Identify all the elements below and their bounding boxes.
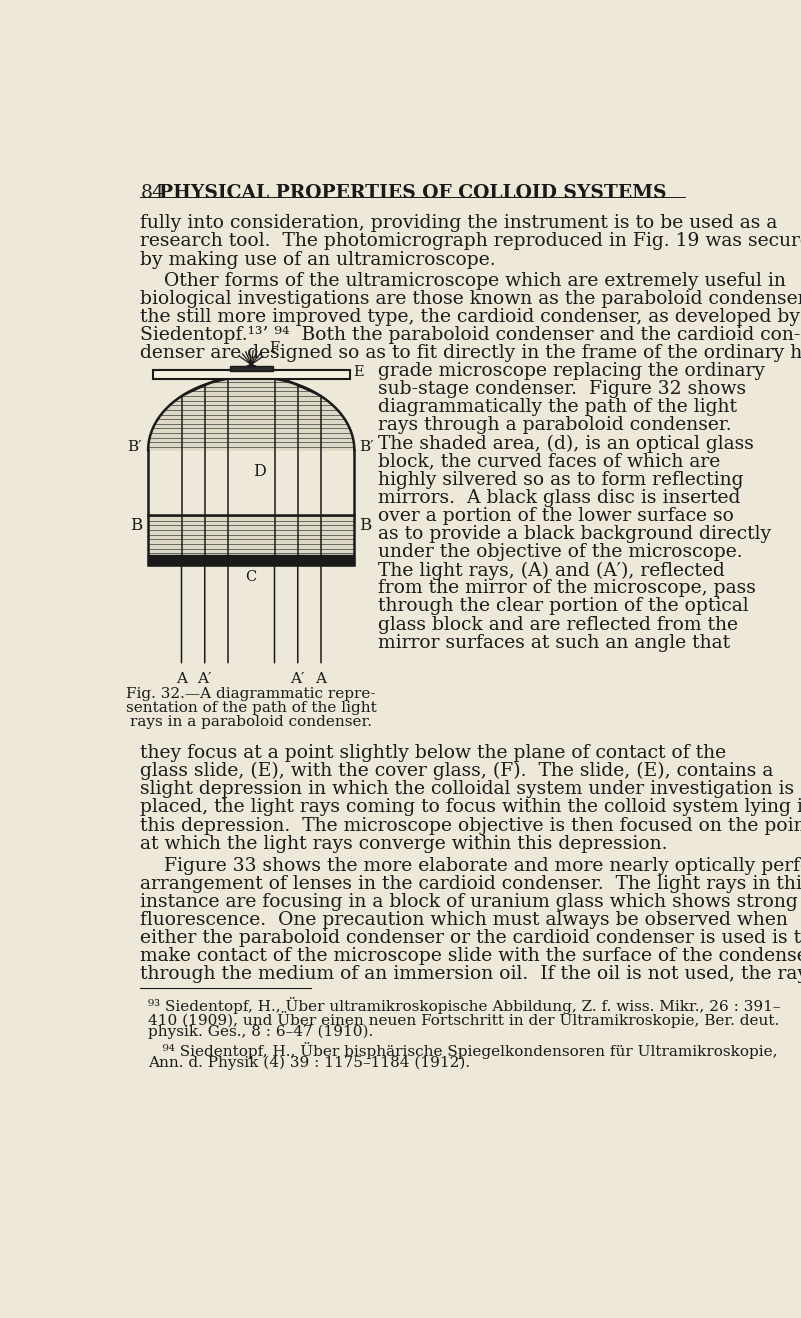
Text: over a portion of the lower surface so: over a portion of the lower surface so — [377, 507, 734, 525]
Text: either the paraboloid condenser or the cardioid condenser is used is to: either the paraboloid condenser or the c… — [140, 929, 801, 946]
Text: E: E — [352, 365, 364, 380]
Text: 410 (1909), und Über einen neuen Fortschritt in der Ultramikroskopie, Ber. deut.: 410 (1909), und Über einen neuen Fortsch… — [148, 1011, 779, 1028]
Text: Ann. d. Physik (4) 39 : 1175–1184 (1912).: Ann. d. Physik (4) 39 : 1175–1184 (1912)… — [148, 1056, 470, 1070]
Text: grade microscope replacing the ordinary: grade microscope replacing the ordinary — [377, 362, 765, 380]
Text: placed, the light rays coming to focus within the colloid system lying in: placed, the light rays coming to focus w… — [140, 799, 801, 816]
Text: rays in a paraboloid condenser.: rays in a paraboloid condenser. — [131, 714, 372, 729]
Text: ⁹⁴ Siedentopf, H., Über bisphärische Spiegelkondensoren für Ultramikroskopie,: ⁹⁴ Siedentopf, H., Über bisphärische Spi… — [148, 1041, 778, 1058]
Text: B′: B′ — [127, 440, 142, 453]
Text: A′: A′ — [291, 672, 305, 685]
Text: block, the curved faces of which are: block, the curved faces of which are — [377, 452, 720, 471]
Bar — [148, 515, 354, 565]
Bar — [148, 555, 354, 565]
Text: ⁹³ Siedentopf, H., Über ultramikroskopische Abbildung, Z. f. wiss. Mikr., 26 : 3: ⁹³ Siedentopf, H., Über ultramikroskopis… — [148, 998, 781, 1014]
Text: C: C — [246, 571, 257, 584]
Text: through the medium of an immersion oil.  If the oil is not used, the rays: through the medium of an immersion oil. … — [140, 965, 801, 983]
Text: PHYSICAL PROPERTIES OF COLLOID SYSTEMS: PHYSICAL PROPERTIES OF COLLOID SYSTEMS — [159, 183, 666, 202]
Text: diagrammatically the path of the light: diagrammatically the path of the light — [377, 398, 737, 416]
Text: mirrors.  A black glass disc is inserted: mirrors. A black glass disc is inserted — [377, 489, 740, 507]
Text: this depression.  The microscope objective is then focused on the point: this depression. The microscope objectiv… — [140, 817, 801, 834]
Text: B: B — [359, 517, 371, 534]
Text: denser are designed so as to fit directly in the frame of the ordinary high-: denser are designed so as to fit directl… — [140, 344, 801, 362]
Text: A′: A′ — [198, 672, 212, 685]
Text: F: F — [269, 341, 280, 356]
Bar — [153, 370, 350, 380]
Text: research tool.  The photomicrograph reproduced in Fig. 19 was secured: research tool. The photomicrograph repro… — [140, 232, 801, 250]
Text: the still more improved type, the cardioid condenser, as developed by: the still more improved type, the cardio… — [140, 308, 800, 326]
Text: A: A — [316, 672, 327, 685]
Bar — [230, 366, 272, 372]
Text: fluorescence.  One precaution which must always be observed when: fluorescence. One precaution which must … — [140, 911, 788, 929]
Text: they focus at a point slightly below the plane of contact of the: they focus at a point slightly below the… — [140, 745, 727, 762]
Text: 84: 84 — [140, 183, 164, 202]
Text: instance are focusing in a block of uranium glass which shows strong: instance are focusing in a block of uran… — [140, 892, 798, 911]
Text: as to provide a black background directly: as to provide a black background directl… — [377, 525, 771, 543]
Text: highly silvered so as to form reflecting: highly silvered so as to form reflecting — [377, 471, 743, 489]
Text: sentation of the path of the light: sentation of the path of the light — [126, 701, 376, 714]
Text: by making use of an ultramicroscope.: by making use of an ultramicroscope. — [140, 250, 496, 269]
Text: physik. Ges., 8 : 6–47 (1910).: physik. Ges., 8 : 6–47 (1910). — [148, 1025, 373, 1039]
Text: Other forms of the ultramicroscope which are extremely useful in: Other forms of the ultramicroscope which… — [140, 272, 787, 290]
Text: through the clear portion of the optical: through the clear portion of the optical — [377, 597, 748, 616]
Text: arrangement of lenses in the cardioid condenser.  The light rays in this: arrangement of lenses in the cardioid co… — [140, 875, 801, 892]
Text: make contact of the microscope slide with the surface of the condenser: make contact of the microscope slide wit… — [140, 948, 801, 965]
Text: Siedentopf.¹³’ ⁹⁴  Both the paraboloid condenser and the cardioid con-: Siedentopf.¹³’ ⁹⁴ Both the paraboloid co… — [140, 326, 801, 344]
Text: from the mirror of the microscope, pass: from the mirror of the microscope, pass — [377, 580, 755, 597]
Text: rays through a paraboloid condenser.: rays through a paraboloid condenser. — [377, 416, 731, 435]
Text: slight depression in which the colloidal system under investigation is: slight depression in which the colloidal… — [140, 780, 795, 799]
Text: Figure 33 shows the more elaborate and more nearly optically perfect: Figure 33 shows the more elaborate and m… — [140, 857, 801, 875]
Text: glass block and are reflected from the: glass block and are reflected from the — [377, 616, 738, 634]
Text: biological investigations are those known as the paraboloid condenser or: biological investigations are those know… — [140, 290, 801, 308]
Text: at which the light rays converge within this depression.: at which the light rays converge within … — [140, 834, 668, 853]
Text: B′: B′ — [359, 440, 373, 453]
Text: B: B — [130, 517, 142, 534]
Text: The light rays, (A) and (A′), reflected: The light rays, (A) and (A′), reflected — [377, 561, 724, 580]
Text: mirror surfaces at such an angle that: mirror surfaces at such an angle that — [377, 634, 730, 651]
Text: fully into consideration, providing the instrument is to be used as a: fully into consideration, providing the … — [140, 215, 778, 232]
Polygon shape — [148, 377, 354, 449]
Text: D: D — [252, 463, 265, 480]
Text: under the objective of the microscope.: under the objective of the microscope. — [377, 543, 743, 561]
Text: sub-stage condenser.  Figure 32 shows: sub-stage condenser. Figure 32 shows — [377, 381, 746, 398]
Text: The shaded area, (d), is an optical glass: The shaded area, (d), is an optical glas… — [377, 435, 754, 453]
Text: A: A — [176, 672, 187, 685]
Polygon shape — [148, 515, 354, 565]
Text: Fig. 32.—A diagrammatic repre-: Fig. 32.—A diagrammatic repre- — [127, 687, 376, 701]
Text: glass slide, (E), with the cover glass, (F).  The slide, (E), contains a: glass slide, (E), with the cover glass, … — [140, 762, 774, 780]
